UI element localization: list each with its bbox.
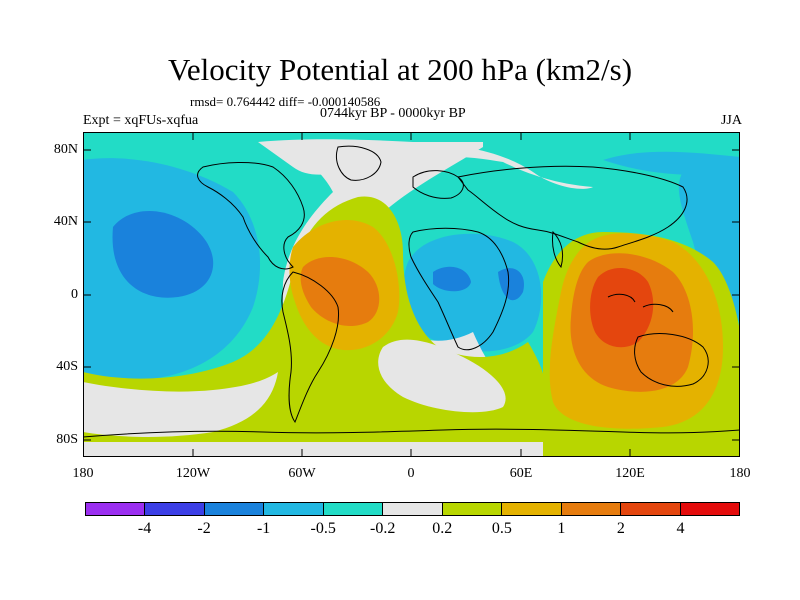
field-orange-atlantic [300,256,380,327]
velocity-potential-map [83,132,740,457]
field-deep-blue-arabia [498,268,524,301]
lon-label-60w: 60W [288,466,316,481]
field-light-blue-africa [403,233,542,352]
colorbar-swatch [680,503,739,515]
colorbar-label: 4 [676,520,685,537]
colorbar-label: -1 [256,520,271,537]
coast-australia [634,333,709,387]
coast-india [552,230,564,269]
lon-label-0: 0 [407,466,415,481]
colorbar-swatch [145,503,205,515]
season-label: JJA [720,113,742,128]
field-neutral-south-africa [378,339,506,413]
field-neutral-southeast [83,372,278,437]
colorbar-swatch [86,503,146,515]
colorbar-swatch [264,503,324,515]
colorbar-label: 2 [616,520,625,537]
lon-label-60e: 60E [509,466,533,481]
coast-africa [408,227,510,351]
colorbar-swatch [323,503,384,515]
coast-indonesia [607,293,674,313]
colorbar-swatch [204,503,265,515]
period-label: 0744kyr BP - 0000kyr BP [320,106,466,121]
experiment-label: Expt = xqFUs-xqfua [83,113,199,128]
colorbar-swatch [502,503,562,515]
lat-label-0: 0 [71,287,78,302]
axis-ticks [83,132,740,457]
lat-label-80s: 80S [56,432,78,447]
field-red-orange-core [590,267,654,348]
colorbar-label: -0.5 [310,520,336,537]
colorbar-swatch [383,503,443,515]
coast-greenland [336,145,382,181]
lon-label-120e: 120E [615,466,645,481]
coast-europe [412,170,464,199]
field-light-blue-ne [603,151,740,175]
coast-antarctica [83,428,740,438]
field-deep-blue-africa [433,266,471,292]
coast-north-america [197,161,305,270]
lat-label-40s: 40S [56,359,78,374]
colorbar-swatch [621,503,681,515]
colorbar-label: -2 [197,520,211,537]
lon-label-180e: 180 [729,466,751,481]
colorbar-label: -0.2 [370,520,396,537]
field-neutral-arctic [258,139,593,189]
lat-label-40n: 40N [53,214,78,229]
lon-label-120w: 120W [175,466,211,481]
colorbar-label: 0.5 [491,520,512,537]
colorbar-label: 0.2 [432,520,453,537]
map-panel [83,132,740,457]
colorbar-swatch [561,503,622,515]
lon-label-180w: 180 [72,466,94,481]
coastlines [83,145,740,438]
colorbar-label: -4 [137,520,152,537]
colorbar-swatch [442,503,503,515]
field-deep-blue-pacific [112,210,214,298]
lat-label-80n: 80N [53,142,78,157]
plot-title: Velocity Potential at 200 hPa (km2/s) [167,52,633,87]
coast-eurasia [457,165,688,250]
colorbar [85,502,740,516]
stats-line: rmsd= 0.764442 diff= -0.000140586 [190,94,381,109]
colorbar-label: 1 [557,520,566,537]
coast-south-america [281,271,340,424]
